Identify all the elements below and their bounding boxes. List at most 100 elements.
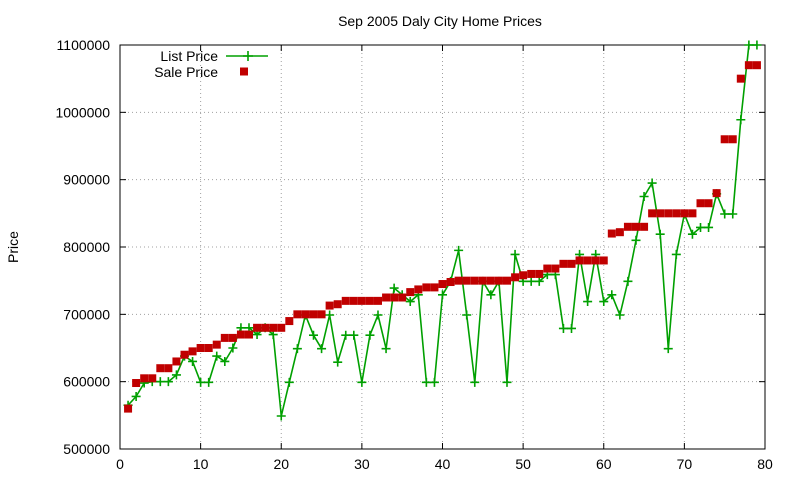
sale-price-point [156,364,165,373]
list-price-point [534,276,544,286]
legend: List Price Sale Price [154,48,268,80]
sale-price-point [382,293,391,302]
list-price-point [663,344,673,354]
list-price-point [704,222,714,232]
list-price-point [583,297,593,307]
list-price-point [615,310,625,320]
legend-marker-list-price [243,51,253,61]
sale-price-point [454,276,463,285]
sale-price-point [623,222,632,231]
sale-price-point [285,317,294,326]
list-price-point [276,411,286,421]
sale-price-point [672,209,681,218]
list-price-point [558,323,568,333]
list-price-point [744,40,754,50]
list-price-point [510,249,520,259]
sale-price-point [591,256,600,265]
list-price-point [155,377,165,387]
x-tick-label: 0 [116,456,124,472]
sale-price-point [140,374,149,383]
list-price-point [325,310,335,320]
list-price-point [728,209,738,219]
list-price-point [188,356,198,366]
sale-price-point [680,209,689,218]
list-price-point [373,310,383,320]
sale-price-point [446,278,455,287]
sale-price-point [494,276,503,285]
sale-price-point [664,209,673,218]
list-price-point [720,209,730,219]
sale-price-point [236,330,245,339]
list-price-point [365,330,375,340]
list-price-point [341,330,351,340]
list-price-point [599,297,609,307]
sale-price-point [567,259,576,268]
y-tick-label: 1100000 [57,37,111,53]
sale-price-point [293,310,302,319]
x-tick-label: 80 [757,456,773,472]
list-price-point [486,290,496,300]
list-price-point [623,276,633,286]
list-price-point [309,330,318,340]
list-price-point [284,377,294,387]
series-list-price [123,40,762,421]
sale-price-point [503,276,511,285]
list-price-line [127,44,757,417]
grid [120,45,765,449]
sale-price-point [535,269,544,278]
sale-price-point [349,296,358,305]
list-price-point [357,377,367,387]
sale-price-point [245,330,253,339]
y-tick-labels: 500000 600000 700000 800000 900000 1000000 110… [55,37,110,457]
list-price-point [389,283,399,293]
sale-price-point [212,340,221,349]
x-tick-label: 60 [596,456,612,472]
list-price-point [454,245,464,255]
sale-price-point [374,296,382,305]
sale-price-point [325,301,334,310]
y-tick-label: 800000 [63,239,110,255]
y-tick-label: 500000 [63,441,110,457]
sale-price-point [712,189,721,198]
x-tick-label: 10 [193,456,209,472]
sale-price-point [551,264,560,273]
sale-price-point [301,310,310,319]
list-price-point [687,229,697,239]
legend-label-sale-price: Sale Price [154,64,218,80]
sale-price-point [736,74,745,83]
list-price-point [349,330,359,340]
sale-price-point [269,323,278,332]
sale-price-point [196,344,205,352]
list-price-point [631,235,641,245]
list-price-point [292,344,302,354]
list-price-point [196,377,206,387]
list-price-point [526,276,536,286]
sale-price-point [172,357,181,366]
x-tick-label: 70 [677,456,693,472]
list-price-point [671,249,681,259]
sale-price-point [656,209,665,218]
sale-price-point [696,199,705,208]
y-tick-label: 1000000 [55,104,110,120]
list-price-point [212,351,222,361]
sale-price-point [132,379,141,388]
sale-price-point [527,269,536,278]
sale-price-point [124,404,133,413]
sale-price-point [422,283,431,292]
sale-price-point [615,228,624,237]
sale-price-point [462,276,471,285]
sale-price-point [752,61,761,70]
x-tick-label: 50 [515,456,531,472]
sale-price-point [607,229,616,238]
sale-price-point [406,288,415,297]
sale-price-point [430,283,439,292]
axes [119,44,766,450]
sale-price-point [720,135,729,144]
x-tick-label: 30 [354,456,370,472]
x-tick-label: 40 [435,456,451,472]
list-price-point [696,222,705,232]
sale-price-point [438,280,447,289]
sale-price-point [204,344,213,352]
sale-price-point [632,222,640,231]
